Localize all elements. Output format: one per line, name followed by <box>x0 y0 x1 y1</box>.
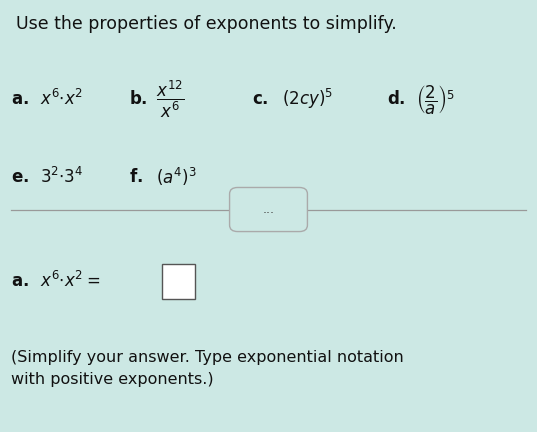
Text: $(2cy)^{5}$: $(2cy)^{5}$ <box>282 87 333 111</box>
Text: $\left(\dfrac{2}{a}\right)^{5}$: $\left(\dfrac{2}{a}\right)^{5}$ <box>416 83 455 116</box>
Text: Use the properties of exponents to simplify.: Use the properties of exponents to simpl… <box>16 15 397 33</box>
Text: $\mathbf{f.}$: $\mathbf{f.}$ <box>129 168 143 186</box>
FancyBboxPatch shape <box>230 187 307 232</box>
Text: $\left(a^{4}\right)^{3}$: $\left(a^{4}\right)^{3}$ <box>156 166 196 188</box>
Text: $x^{6}{\cdot}x^{2}$: $x^{6}{\cdot}x^{2}$ <box>40 89 83 109</box>
Text: (Simplify your answer. Type exponential notation
with positive exponents.): (Simplify your answer. Type exponential … <box>11 350 403 387</box>
Text: $\mathbf{c.}$: $\mathbf{c.}$ <box>252 90 269 108</box>
Text: $3^{2}{\cdot}3^{4}$: $3^{2}{\cdot}3^{4}$ <box>40 167 84 187</box>
Text: $x^{6}{\cdot}x^{2}=$: $x^{6}{\cdot}x^{2}=$ <box>40 271 100 291</box>
Text: $\mathbf{a.}$: $\mathbf{a.}$ <box>11 272 28 290</box>
Text: ...: ... <box>263 203 274 216</box>
Text: $\mathbf{d.}$: $\mathbf{d.}$ <box>387 90 405 108</box>
FancyBboxPatch shape <box>162 264 195 299</box>
Text: $\mathbf{b.}$: $\mathbf{b.}$ <box>129 90 147 108</box>
Text: $\mathbf{e.}$: $\mathbf{e.}$ <box>11 168 28 186</box>
Text: $\dfrac{x^{12}}{x^{6}}$: $\dfrac{x^{12}}{x^{6}}$ <box>156 79 184 120</box>
Text: $\mathbf{a.}$: $\mathbf{a.}$ <box>11 90 28 108</box>
